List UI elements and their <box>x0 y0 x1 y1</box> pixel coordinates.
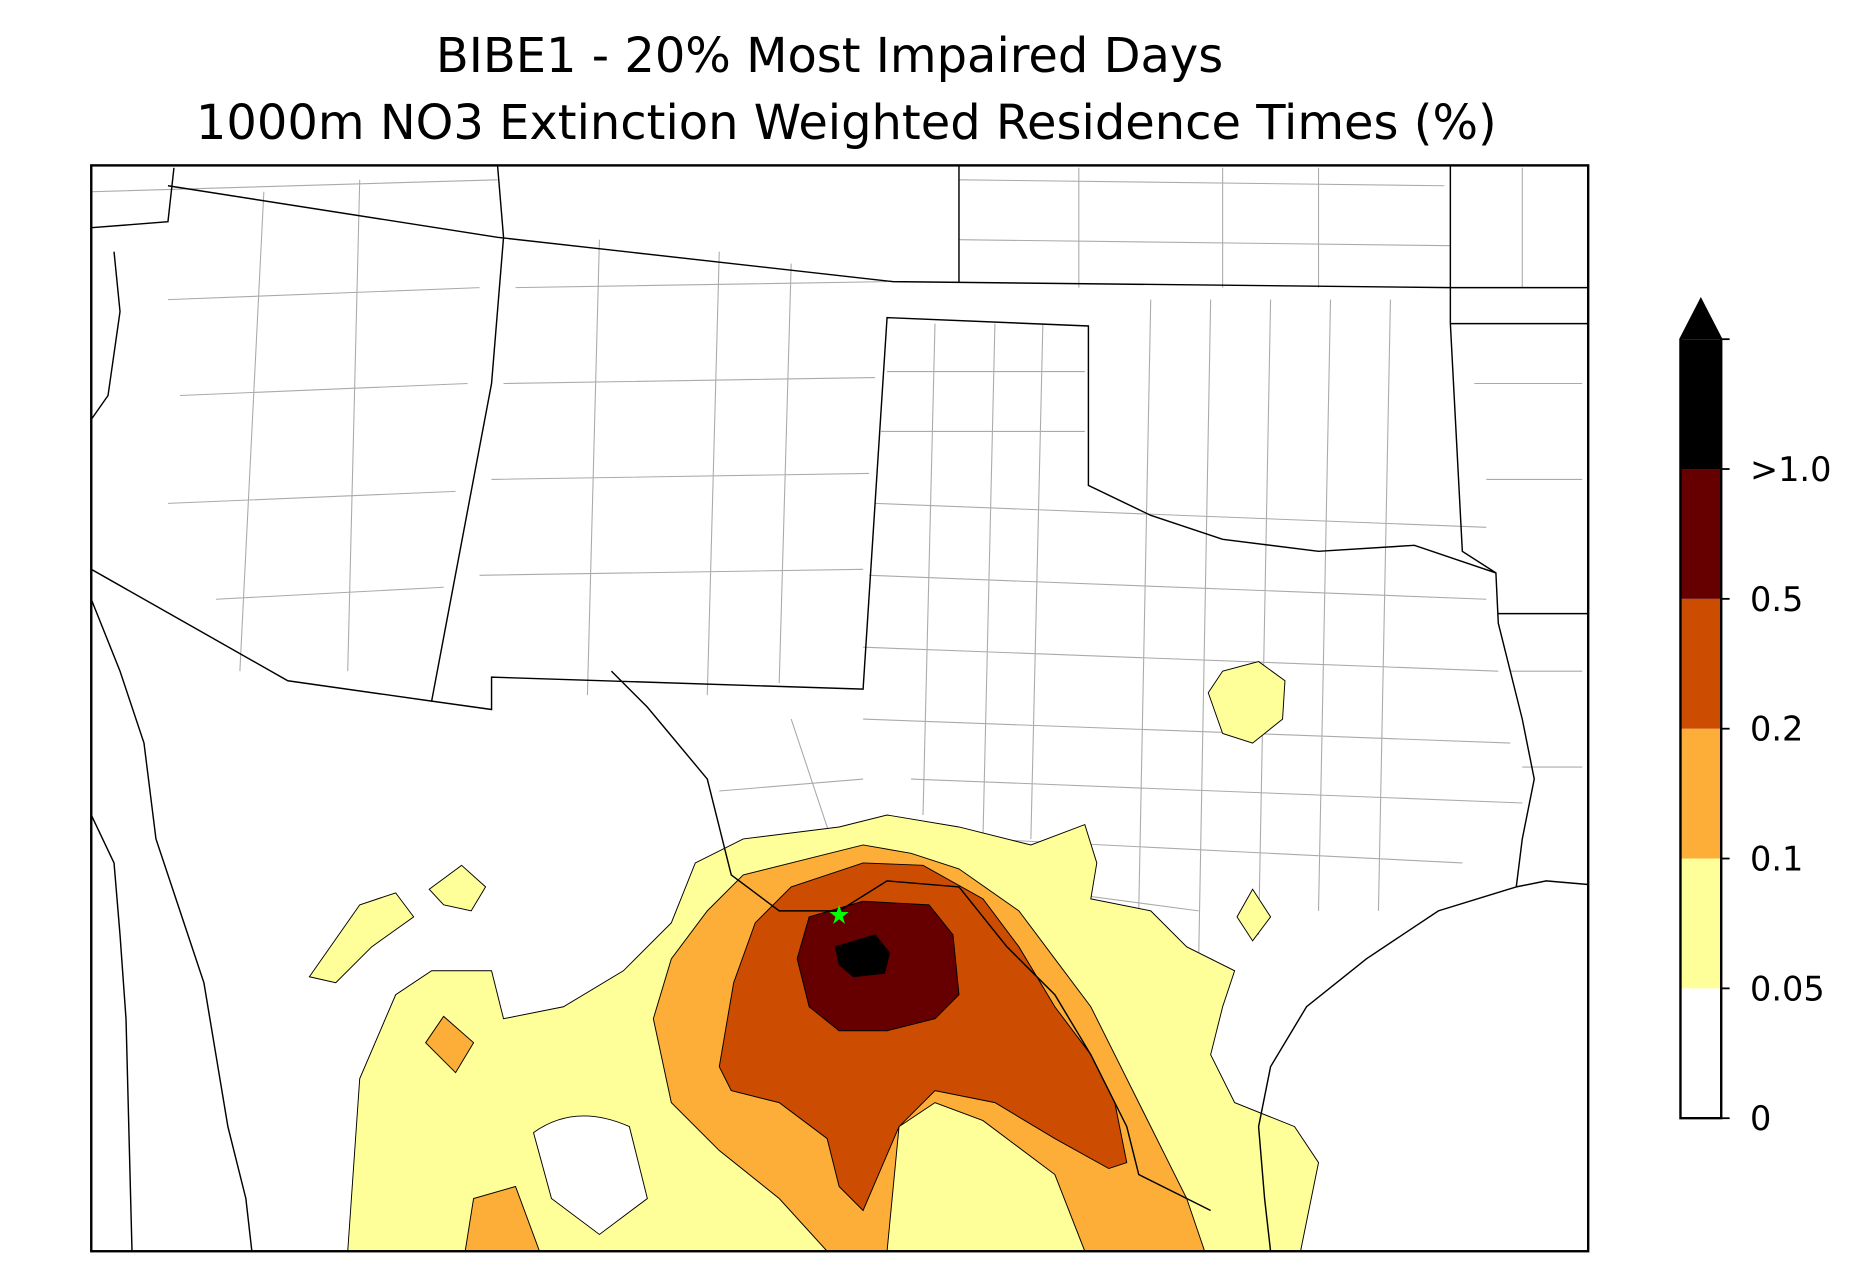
contour <box>1236 888 1272 942</box>
contour <box>308 892 415 984</box>
colorbar-band <box>1680 728 1722 859</box>
colorbar-label: 0.1 <box>1750 840 1803 879</box>
colorbar-label: 0.5 <box>1750 580 1803 619</box>
map <box>91 165 1589 1252</box>
contour <box>464 1185 541 1252</box>
colorbar-extend <box>1680 299 1722 340</box>
colorbar-label: 0.05 <box>1750 969 1825 1008</box>
colorbar-label: 0 <box>1750 1099 1771 1138</box>
title-line: BIBE1 - 20% Most Impaired Days <box>436 29 1223 84</box>
title-line: 1000m NO3 Extinction Weighted Residence … <box>196 96 1497 151</box>
contour <box>1207 661 1286 744</box>
colorbar-band <box>1680 598 1722 729</box>
colorbar-band <box>1680 988 1722 1119</box>
colorbar-band <box>1680 858 1722 989</box>
contour <box>834 934 890 978</box>
site-marker <box>829 904 849 925</box>
colorbar-outline <box>1679 297 1723 1120</box>
colorbar-label: 0.2 <box>1750 710 1803 749</box>
contour <box>532 1115 648 1236</box>
contours <box>308 661 1320 1252</box>
state-borders <box>91 165 1589 1252</box>
map-frame <box>90 164 1590 1253</box>
colorbar-band <box>1680 469 1722 599</box>
contour <box>425 1015 475 1074</box>
colorbar: 0 0.05 0.1 0.2 0.5 >1.0 <box>1679 297 1831 1138</box>
colorbar-label: >1.0 <box>1750 450 1831 489</box>
contour <box>428 864 487 912</box>
colorbar-band <box>1680 339 1722 470</box>
